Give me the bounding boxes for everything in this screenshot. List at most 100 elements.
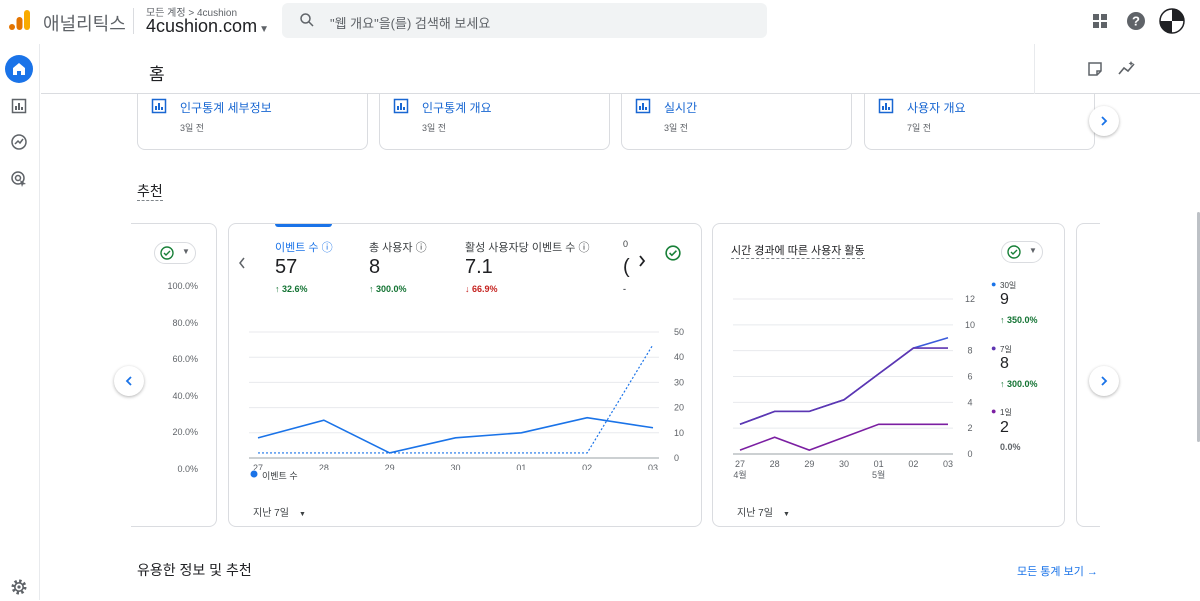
y-tick-label: 10 [674, 428, 684, 438]
report-icon [878, 98, 894, 114]
x-tick-label: 28 [319, 463, 329, 470]
partial-card-left: ▼ 100.0% 80.0% 60.0% 40.0% 20.0% 0.0% [131, 223, 217, 527]
metric-delta: ↑ 32.6% [275, 284, 308, 294]
settings-gear-icon [11, 579, 27, 595]
apps-grid-icon[interactable] [1090, 11, 1110, 31]
sidebar-item-reports[interactable] [5, 92, 33, 120]
y-tick: 20.0% [172, 427, 198, 437]
legend-dot-icon: ● [991, 343, 997, 353]
quick-link-label[interactable]: 인구통계 세부정보 [180, 101, 272, 115]
page-scrollbar[interactable] [1197, 212, 1200, 442]
report-icon [393, 98, 409, 114]
page-title: 홈 [149, 65, 165, 84]
x-tick-label: 29 [385, 463, 395, 470]
y-tick: 80.0% [172, 318, 198, 328]
home-icon [13, 63, 25, 75]
sidebar-item-advertising[interactable] [5, 165, 33, 193]
help-icon[interactable]: ⓘ [415, 242, 427, 254]
view-all-insights-link[interactable]: 모든 통계 보기 → [1017, 566, 1098, 578]
status-dropdown[interactable]: ▼ [1001, 241, 1043, 263]
account-selector[interactable]: 4cushion.com ▼ [146, 16, 269, 37]
y-tick-label: 20 [674, 403, 684, 413]
account-avatar-icon[interactable] [1159, 8, 1185, 34]
legend-value: 9 [1000, 291, 1009, 308]
dropdown-caret-icon: ▼ [782, 511, 790, 518]
y-tick-label: 2 [967, 423, 972, 433]
y-tick: 40.0% [172, 391, 198, 401]
help-icon[interactable]: ? [1126, 11, 1146, 31]
date-range-dropdown[interactable]: 지난 7일 ▼ [737, 508, 790, 519]
legend-value: 2 [1000, 419, 1009, 436]
date-range-dropdown[interactable]: 지난 7일 ▼ [253, 508, 306, 519]
quick-link-card[interactable]: 사용자 개요 7일 전 [864, 94, 1095, 150]
metric-tab-events[interactable]: 이벤트 수 ⓘ [275, 242, 333, 254]
check-circle-icon [160, 246, 174, 260]
analytics-logo-icon[interactable] [8, 8, 32, 32]
y-tick-label: 6 [967, 372, 972, 382]
legend-value: 8 [1000, 355, 1009, 372]
account-caret-icon: ▼ [259, 24, 269, 35]
metric-tab-events-per-user[interactable]: 활성 사용자당 이벤트 수 ⓘ [465, 242, 590, 254]
metric-value: 8 [369, 256, 381, 278]
recommend-title: 추천 [137, 183, 163, 201]
chevron-right-icon [1101, 376, 1108, 386]
report-icon [635, 98, 651, 114]
header-divider [133, 8, 134, 34]
sidebar-item-explore[interactable] [5, 128, 33, 156]
explore-icon [11, 134, 27, 150]
selected-metric-indicator [275, 224, 332, 227]
metric-tab-partial[interactable]: 0 [623, 239, 629, 249]
top-bar: 애널리틱스 모든 계정 > 4cushion 4cushion.com ▼ "웹 … [0, 0, 1200, 44]
sidebar-item-home[interactable] [5, 55, 33, 83]
chevron-left-icon[interactable] [237, 256, 247, 270]
y-tick: 100.0% [167, 281, 198, 291]
recommend-prev-button[interactable] [114, 366, 144, 396]
y-tick: 0.0% [177, 464, 198, 474]
chart-legend-label: 이벤트 수 [262, 471, 298, 481]
x-tick-sublabel: 4월 [733, 469, 746, 480]
x-tick-label: 01 [874, 459, 884, 469]
quick-link-card[interactable]: 인구통계 개요 3일 전 [379, 94, 610, 150]
quick-link-label[interactable]: 사용자 개요 [907, 101, 966, 115]
check-circle-icon[interactable] [665, 245, 681, 261]
legend-delta: ↑ 300.0% [1000, 379, 1038, 389]
page-header: 홈 [41, 44, 1200, 94]
x-tick-label: 30 [450, 463, 460, 470]
quick-link-card[interactable]: 실시간 3일 전 [621, 94, 852, 150]
quick-link-card[interactable]: 인구통계 세부정보 3일 전 [137, 94, 368, 150]
insights-icon[interactable] [1117, 60, 1137, 78]
notes-icon[interactable] [1087, 61, 1103, 77]
x-tick-label: 27 [735, 459, 745, 469]
dropdown-caret-icon: ▼ [182, 247, 190, 256]
search-input[interactable]: "웹 개요"을(를) 검색해 보세요 [330, 16, 491, 31]
legend-dot-icon: ● [991, 279, 997, 289]
help-icon[interactable]: ⓘ [578, 242, 590, 254]
sidebar-item-admin[interactable] [5, 573, 33, 601]
report-icon [151, 98, 167, 114]
chevron-left-icon [125, 376, 132, 386]
status-dropdown[interactable]: ▼ [154, 242, 196, 264]
card-title: 시간 경과에 따른 사용자 활동 [731, 245, 865, 259]
help-icon[interactable]: ⓘ [321, 242, 333, 254]
chevron-right-icon[interactable] [637, 254, 647, 268]
chevron-right-icon [1101, 116, 1108, 126]
quick-link-time: 3일 전 [664, 123, 689, 133]
quick-link-label[interactable]: 인구통계 개요 [422, 101, 492, 115]
metric-value: 7.1 [465, 256, 493, 278]
search-bar[interactable]: "웹 개요"을(를) 검색해 보세요 [282, 3, 767, 38]
quick-link-label[interactable]: 실시간 [664, 101, 698, 115]
series-line [257, 416, 654, 454]
metric-delta: ↓ 66.9% [465, 284, 498, 294]
quick-links-next-button[interactable] [1089, 106, 1119, 136]
app-name: 애널리틱스 [43, 14, 126, 34]
y-tick-label: 12 [965, 294, 975, 304]
metric-tab-total-users[interactable]: 총 사용자 ⓘ [369, 242, 427, 254]
y-tick-label: 4 [967, 397, 972, 407]
quick-link-time: 3일 전 [180, 123, 205, 133]
insights-title: 유용한 정보 및 추천 [137, 562, 252, 578]
recommend-next-button[interactable] [1089, 366, 1119, 396]
breadcrumb[interactable]: 모든 계정 > 4cushion [146, 8, 238, 19]
metric-value: ( [623, 256, 630, 278]
y-tick-label: 0 [967, 449, 972, 459]
metric-delta: ↑ 300.0% [369, 284, 407, 294]
